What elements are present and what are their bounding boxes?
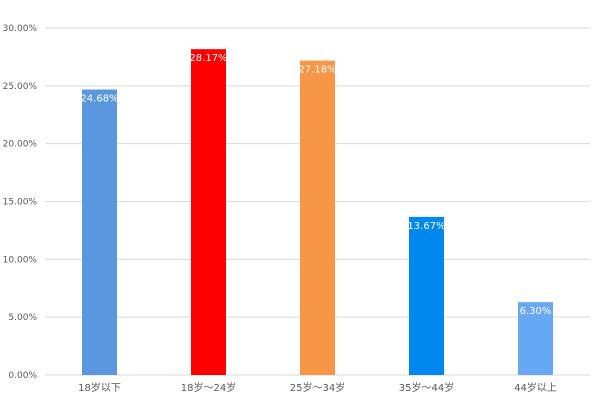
- y-tick-label: 15.00%: [3, 198, 38, 208]
- data-label: 13.67%: [407, 221, 445, 232]
- y-tick-label: 20.00%: [3, 140, 38, 150]
- bar: [518, 302, 553, 375]
- bar: [409, 216, 444, 375]
- bar: [82, 89, 117, 375]
- category-label: 44岁以上: [514, 381, 557, 394]
- category-label: 35岁～44岁: [399, 381, 454, 394]
- data-label: 24.68%: [80, 94, 118, 105]
- bars: [82, 49, 553, 376]
- y-tick-label: 30.00%: [3, 24, 38, 34]
- y-tick-label: 10.00%: [3, 255, 38, 265]
- category-label: 25岁～34岁: [290, 381, 345, 394]
- data-labels: 24.68% 28.17% 27.18% 13.67% 6.30%: [80, 53, 551, 317]
- category-label: 18岁以下: [78, 381, 121, 394]
- data-label: 27.18%: [298, 65, 336, 76]
- category-label: 18岁～24岁: [181, 381, 236, 394]
- bar: [300, 60, 335, 375]
- y-tick-label: 25.00%: [3, 82, 38, 92]
- data-label: 28.17%: [189, 53, 227, 64]
- y-axis-tick-labels: 0.00% 5.00% 10.00% 15.00% 20.00% 25.00% 30.00%: [3, 24, 38, 381]
- y-tick-label: 5.00%: [8, 313, 37, 323]
- data-label: 6.30%: [520, 306, 552, 317]
- x-axis-category-labels: 18岁以下 18岁～24岁 25岁～34岁 35岁～44岁 44岁以上: [78, 381, 557, 394]
- y-tick-label: 0.00%: [8, 371, 37, 381]
- bar: [191, 49, 226, 376]
